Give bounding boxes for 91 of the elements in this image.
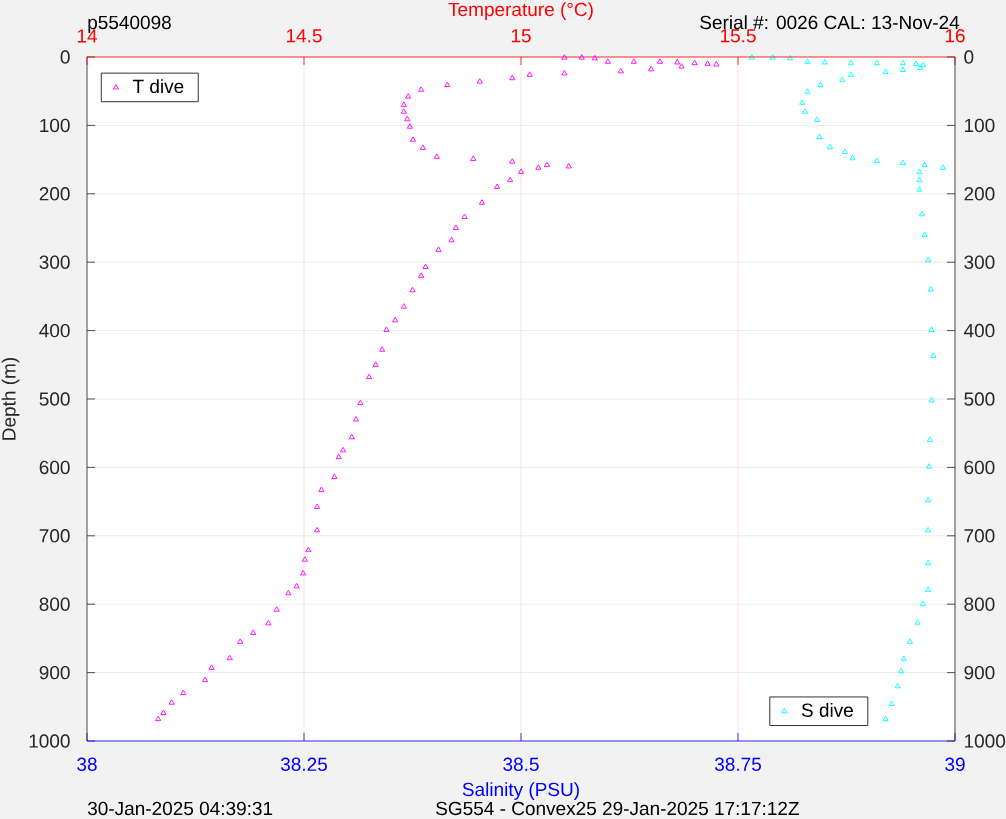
y2-tick-label: 400: [963, 323, 995, 338]
x2-axis-title: Temperature (°C): [448, 2, 593, 20]
y2-tick-label: 500: [964, 392, 995, 406]
y2-tick-label: 1000: [964, 734, 1006, 748]
y-tick-label: 500: [39, 392, 70, 406]
point: [928, 326, 935, 332]
point: [928, 396, 935, 403]
point: [927, 286, 934, 292]
point: [930, 352, 937, 358]
point: [787, 54, 794, 61]
point: [925, 496, 932, 503]
point: [826, 143, 834, 150]
y-tick-label: 0: [60, 50, 70, 64]
point: [916, 186, 923, 192]
y-axis-title: Depth (m): [1, 357, 20, 440]
point: [804, 58, 811, 64]
x-tick-label: 38.5: [503, 757, 539, 771]
y-tick-label: 600: [39, 460, 70, 475]
point: [899, 159, 906, 165]
point: [925, 559, 932, 566]
point: [839, 76, 846, 83]
point: [912, 60, 919, 66]
y-tick-label: 1000: [29, 734, 70, 748]
x2-tick-label: 15.5: [720, 29, 756, 43]
point: [925, 463, 933, 469]
y2-tick-label: 800: [964, 597, 995, 611]
point: [918, 210, 926, 217]
point: [906, 638, 913, 644]
text: 30-Jan-2025 04:39:31: [87, 801, 273, 816]
x2-tick-label: 16: [945, 29, 965, 43]
point: [900, 655, 907, 661]
point: [804, 88, 811, 94]
point: [748, 54, 755, 60]
point: [899, 59, 906, 66]
y-tick-label: 100: [40, 118, 70, 133]
point: [925, 256, 932, 263]
legend-label: T dive: [132, 79, 184, 94]
point: [821, 59, 828, 65]
point: [926, 436, 933, 442]
point: [917, 64, 924, 70]
point: [873, 59, 880, 66]
point: [925, 586, 932, 592]
x2-tick-label: 14.5: [286, 29, 322, 43]
point: [939, 164, 946, 170]
point: [919, 61, 926, 68]
y2-tick-label: 100: [964, 118, 995, 133]
y-tick-label: 900: [39, 665, 70, 680]
point: [799, 99, 806, 105]
point: [817, 81, 824, 87]
y-tick-label: 200: [39, 187, 70, 201]
y2-tick-label: 700: [964, 529, 995, 543]
y2-tick-label: 900: [964, 665, 995, 680]
point: [921, 231, 928, 237]
point: [816, 133, 823, 139]
x-tick-label: 39: [945, 757, 965, 771]
x-tick-label: 38: [77, 757, 97, 771]
point: [925, 526, 932, 533]
x2-tick-label: 15: [511, 29, 531, 43]
point: [916, 168, 923, 174]
point: [873, 157, 880, 163]
point: [914, 619, 921, 625]
point: [882, 68, 889, 74]
point: [898, 667, 905, 674]
y-tick-label: 400: [39, 323, 70, 338]
y2-tick-label: 300: [964, 255, 995, 269]
y-tick-label: 800: [39, 597, 70, 611]
y-tick-label: 300: [39, 255, 70, 269]
point: [919, 600, 926, 607]
text: Serial #: 0026 CAL: 13-Nov-24: [700, 15, 960, 30]
y2-tick-label: 200: [964, 187, 995, 201]
y2-tick-label: 0: [964, 50, 974, 64]
legend-label: S dive: [801, 702, 853, 717]
point: [769, 54, 776, 60]
x-tick-label: 38.75: [714, 757, 761, 771]
point: [841, 148, 848, 155]
point: [813, 116, 821, 122]
text: SG554 - Convex25 29-Jan-2025 17:17:12Z: [436, 801, 799, 816]
point: [916, 176, 923, 183]
x-axis-title: Salinity (PSU): [462, 782, 579, 800]
y-tick-label: 700: [39, 529, 70, 543]
point: [921, 161, 928, 168]
point: [899, 66, 906, 72]
y2-tick-label: 600: [964, 460, 995, 475]
point: [847, 59, 854, 66]
x-tick-label: 38.25: [280, 757, 327, 771]
point: [847, 71, 854, 77]
point: [894, 682, 901, 689]
point: [849, 154, 856, 161]
point: [888, 700, 895, 707]
point: [882, 715, 889, 722]
point: [801, 108, 808, 114]
